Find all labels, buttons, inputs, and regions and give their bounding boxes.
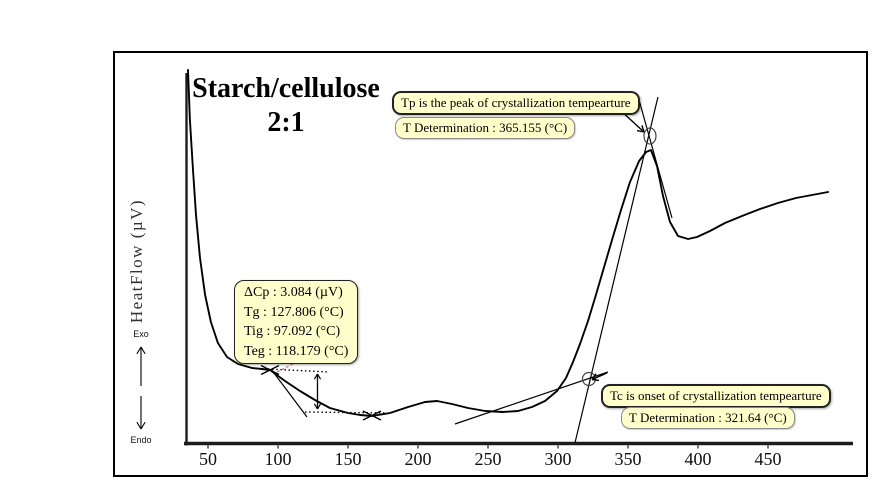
x-tick-label: 450: [754, 449, 782, 469]
baseline_tangent-line: [454, 371, 609, 425]
tig-value: Tig : 97.092 (°C): [244, 324, 341, 339]
endo-down-arrow-icon: [136, 421, 142, 430]
delta-cp-value: ΔCp : 3.084 (µV): [244, 285, 343, 300]
dcp-double-arrow-head: [316, 403, 322, 410]
tg-value: Tg : 127.806 (°C): [244, 304, 344, 320]
tp_arrow-head: [641, 125, 645, 133]
x-tick-label: 300: [544, 449, 572, 469]
dcp-double-arrow-head: [316, 373, 322, 380]
x-tick-label: 100: [264, 449, 292, 469]
glass-transition-results-box: ΔCp : 3.084 (µV) Tg : 127.806 (°C) Tig :…: [234, 280, 359, 364]
tp-peak-annotation: Tp is the peak of crystallization tempea…: [392, 91, 640, 115]
chart-title: Starch/cellulose 2:1: [186, 72, 386, 140]
tc-determination-value: T Determination : 321.64 (°C): [621, 407, 795, 429]
x-tick-label: 150: [334, 449, 362, 469]
glass_tangent-line: [270, 368, 308, 418]
tp_circle: [643, 127, 657, 145]
x-tick-label: 200: [404, 449, 432, 469]
tc_arrow-head: [591, 378, 600, 382]
exo-label: Exo: [133, 329, 149, 339]
exo-up-arrow-icon: [140, 346, 146, 355]
dcp-double-arrow-head: [313, 373, 318, 380]
tp-determination-value: T Determination : 365.155 (°C): [395, 117, 576, 139]
tp_arrow-head: [636, 129, 645, 133]
x-tick-label: 50: [199, 449, 217, 469]
x-tick-label: 250: [474, 449, 502, 469]
chart-border: [113, 51, 868, 477]
tc_arrow: [591, 372, 608, 381]
teg-value: Teg : 118.179 (°C): [244, 343, 349, 359]
tc_arrow-head: [591, 373, 597, 380]
exo-up-arrow-icon: [136, 346, 142, 355]
y-axis-label: HeatFlow (µV): [127, 198, 146, 324]
dcp-double-arrow-head: [313, 403, 318, 410]
peak_right_tangent-line: [637, 95, 673, 219]
tc-onset-annotation: Tc is onset of crystallization tempeartu…: [601, 384, 831, 408]
endo-down-arrow-icon: [140, 421, 146, 430]
tc_circle: [581, 371, 597, 387]
chart-title-line2: 2:1: [267, 107, 305, 138]
x-tick-label: 400: [684, 449, 712, 469]
x-tick-label: 350: [614, 449, 642, 469]
endo-label: Endo: [130, 435, 152, 445]
chart-title-line1: Starch/cellulose: [192, 73, 380, 104]
heatflow-curve: [187, 69, 830, 417]
